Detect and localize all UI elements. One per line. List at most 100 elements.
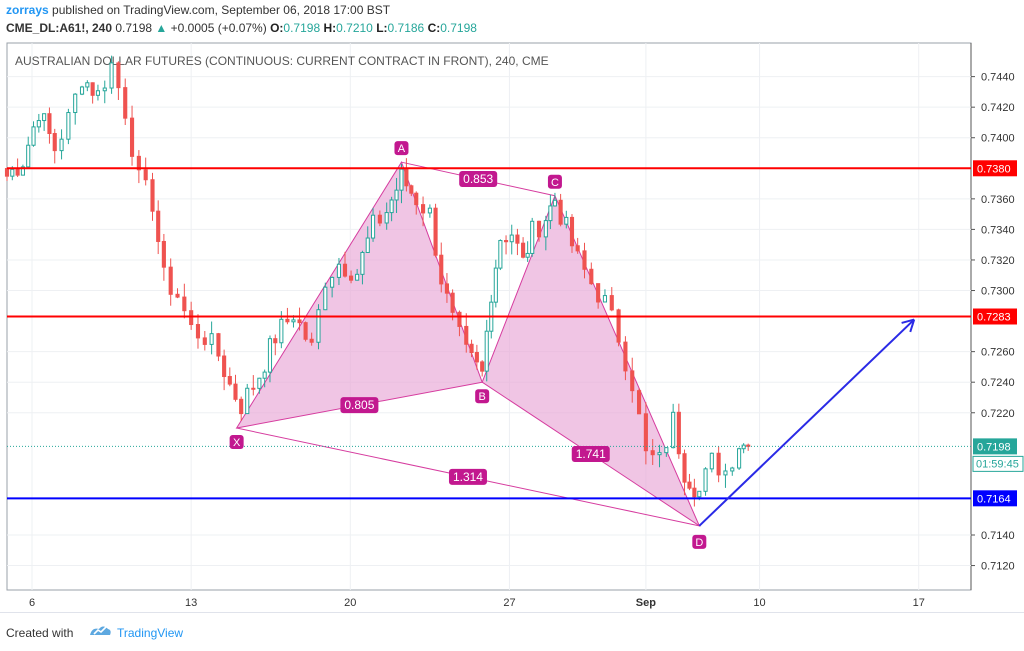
candle-down: [636, 390, 642, 415]
y-tick-label: 0.7140: [981, 530, 1015, 542]
candle-down: [116, 62, 121, 89]
candle-down: [309, 338, 314, 343]
candle-down: [433, 207, 438, 256]
candle-down: [450, 292, 455, 313]
x-tick-label: 6: [29, 597, 35, 609]
candle-down: [303, 322, 308, 340]
candle-down: [195, 324, 201, 339]
candle-up: [26, 144, 31, 168]
candle-up: [66, 112, 71, 140]
candle-up: [498, 240, 503, 269]
ratio-badge: [571, 446, 610, 463]
candle-down: [4, 168, 10, 177]
candle-down: [630, 370, 635, 392]
y-tick-label: 0.7360: [981, 194, 1015, 206]
y-tick-label: 0.7400: [981, 133, 1015, 145]
ratio-label-1.741: 1.741: [576, 447, 606, 461]
candle-down: [409, 185, 414, 194]
candle-up: [336, 263, 342, 278]
candle-down: [596, 283, 601, 303]
published-text: published on TradingView.com, September …: [52, 3, 391, 17]
candle-down: [575, 245, 580, 252]
candle-up: [262, 371, 267, 379]
candle-up: [355, 273, 360, 281]
point-badge-B: [475, 389, 490, 404]
price-label-0.7283: 0.7283: [977, 312, 1011, 324]
price-chart[interactable]: 0.7440 0.7420 0.7400 0.7360 0.7340 0.7320 0.73…: [0, 0, 1024, 612]
candle-down: [414, 192, 419, 206]
price-label-0.7164: 0.7164: [977, 493, 1011, 505]
candle-up: [525, 252, 530, 258]
low-label: L:: [376, 21, 388, 35]
candle-up: [365, 237, 370, 253]
candle-down: [377, 214, 382, 224]
candle-up: [709, 452, 714, 470]
publication-header: zorrays published on TradingView.com, Se…: [6, 3, 390, 17]
y-tick-label: 0.7340: [981, 224, 1015, 236]
projection-arrow-line: [698, 318, 915, 527]
point-badge-X: [229, 435, 244, 450]
x-tick-label: Sep: [636, 597, 656, 609]
close-label: C:: [427, 21, 441, 35]
high-label: H:: [323, 21, 337, 35]
candle-down: [589, 268, 594, 285]
footer: Created with TradingView: [0, 612, 1024, 651]
candle-down: [297, 319, 302, 324]
x-tick-label: 13: [185, 597, 197, 609]
candle-down: [342, 263, 348, 277]
candle-up: [741, 444, 746, 450]
point-badge-C: [547, 174, 562, 189]
candle-up: [671, 411, 676, 449]
ratio-label-0.805: 0.805: [344, 398, 374, 412]
candle-down: [15, 168, 20, 176]
candle-up: [102, 87, 107, 92]
point-label-C: C: [551, 177, 559, 189]
candle-down: [175, 293, 180, 298]
y-tick-label: 0.7420: [981, 102, 1015, 114]
open-value: 0.7198: [283, 21, 321, 35]
candle-down: [251, 387, 256, 390]
price-label-box: [973, 160, 1017, 177]
candle-up: [20, 166, 25, 176]
countdown-label: 01:59:45: [976, 458, 1019, 470]
last-price-label: 0.7198: [977, 441, 1011, 453]
candle-down: [716, 452, 721, 476]
candle-up: [384, 212, 389, 224]
candle-up: [564, 216, 569, 225]
candle-up: [360, 251, 365, 275]
tradingview-logo-icon[interactable]: [88, 621, 112, 641]
candle-up: [95, 90, 101, 96]
y-tick-label: 0.7240: [981, 377, 1015, 389]
candle-down: [150, 179, 155, 212]
candle-up: [657, 452, 662, 456]
candle-down: [129, 117, 135, 157]
candle-down: [182, 296, 187, 312]
candle-down: [558, 199, 563, 225]
candle-down: [90, 82, 95, 96]
candle-up: [330, 276, 335, 288]
ratio-label-1.314: 1.314: [453, 470, 483, 484]
candle-up: [109, 62, 114, 89]
candle-down: [569, 216, 575, 247]
author-name[interactable]: zorrays: [6, 3, 49, 17]
price-label-box: [973, 490, 1017, 507]
candle-down: [123, 87, 128, 119]
y-tick-label: 0.7440: [981, 72, 1015, 84]
candle-down: [687, 481, 692, 489]
candle-up: [42, 113, 47, 122]
candle-down: [682, 453, 687, 483]
ratio-label-0.853: 0.853: [463, 172, 493, 186]
tradingview-link[interactable]: TradingView: [117, 626, 184, 640]
candle-up: [664, 447, 669, 454]
candle-up: [323, 286, 328, 311]
candle-up: [602, 295, 608, 303]
candle-up: [79, 86, 85, 95]
candle-down: [202, 337, 207, 345]
candle-down: [239, 398, 244, 415]
projection-arrow-head: [909, 319, 916, 333]
candle-down: [623, 341, 628, 372]
candle-down: [227, 376, 232, 385]
candle-up: [484, 330, 489, 372]
countdown-box: [972, 455, 1024, 472]
y-tick-label: 0.7120: [981, 561, 1015, 573]
